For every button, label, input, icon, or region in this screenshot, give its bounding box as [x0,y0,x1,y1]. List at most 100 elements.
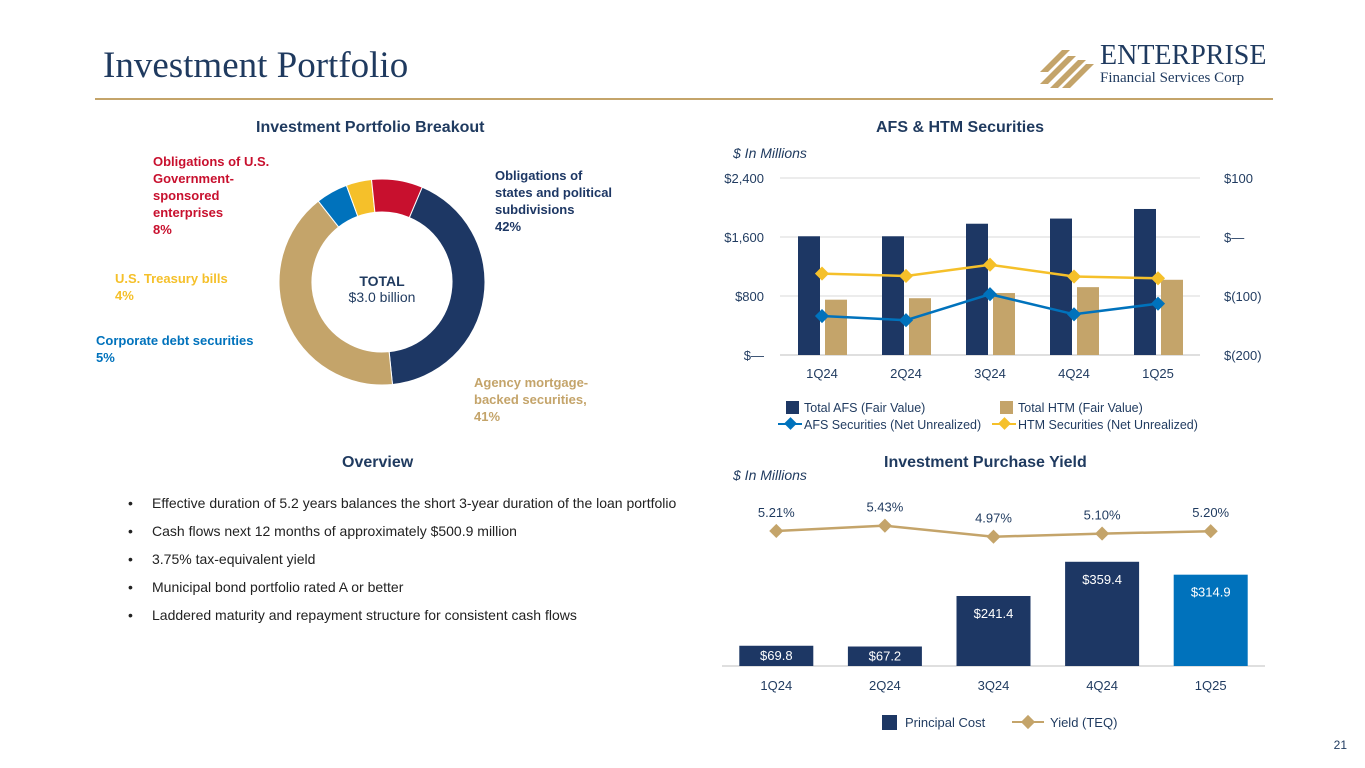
donut-slice [388,186,486,386]
yield-data-label: 5.10% [1084,508,1121,523]
principal-cost-bar [1065,561,1140,666]
overview-bullet: 3.75% tax-equivalent yield [118,550,678,569]
donut-slice [278,200,394,386]
htm-unrealized-point [898,268,914,284]
y-tick-label: $800 [735,289,764,304]
yield-point [986,529,1001,544]
y2-tick-label: $100 [1224,171,1253,186]
bar-data-label: $67.2 [869,649,902,664]
x-tick-label: 3Q24 [974,366,1006,381]
page-title: Investment Portfolio [103,45,409,86]
afs-unrealized-point [1150,296,1166,311]
label-gse-obligations: Obligations of U.S. Government- sponsore… [153,154,270,237]
afs-unrealized-point [1066,307,1082,322]
htm-bar [993,293,1015,355]
label-agency-mbs: Agency mortgage- backed securities, 41% [474,375,589,424]
yield-point [1095,526,1110,541]
purchase-yield-units: $ In Millions [733,467,807,483]
yield-point [1203,524,1218,539]
afs-unrealized-point [898,313,914,328]
y-tick-label: $— [744,348,764,363]
principal-cost-bar [1173,574,1248,666]
company-logo: ENTERPRISE Financial Services Corp [1040,40,1280,92]
htm-unrealized-point [814,266,830,281]
legend-label: Total HTM (Fair Value) [1018,401,1143,415]
htm-unrealized-point [982,257,998,272]
y2-tick-label: $(100) [1224,289,1262,304]
htm-bar [825,299,847,355]
htm-bar [909,298,931,355]
principal-cost-bar [956,595,1031,666]
legend-swatch-afs [786,401,799,414]
overview-bullet: Effective duration of 5.2 years balances… [118,494,678,513]
overview-title: Overview [342,454,414,471]
principal-cost-bar [847,646,922,666]
htm-unrealized-point [1150,271,1166,286]
x-tick-label: 1Q25 [1142,366,1174,381]
afs-bar [1134,208,1156,355]
legend-label: Yield (TEQ) [1050,715,1117,730]
bar-data-label: $241.4 [974,606,1014,621]
y-tick-label: $2,400 [724,171,764,186]
logo-text-line1: ENTERPRISE [1100,40,1267,71]
yield-point [877,518,892,533]
afs-bar [1050,218,1072,355]
y-tick-label: $1,600 [724,230,764,245]
x-tick-label: 2Q24 [890,366,922,381]
logo-mark-icon [1040,50,1094,88]
x-tick-label: 4Q24 [1058,366,1090,381]
afs-unrealized-point [982,287,998,302]
bar-data-label: $359.4 [1082,572,1122,587]
legend-marker-yield [1020,714,1036,730]
legend-label: HTM Securities (Net Unrealized) [1018,418,1198,432]
portfolio-donut-chart [278,178,486,386]
yield-data-label: 5.43% [866,500,903,515]
purchase-yield-chart: $69.8 1Q24 $67.2 2Q24 $241.4 3Q24 $359.4 4Q24 $3… [722,500,1265,730]
afs-bar [882,236,904,355]
donut-center-title: TOTAL [359,273,405,289]
label-obligations-states: Obligations of states and political subd… [495,168,613,234]
overview-bullet: Cash flows next 12 months of approximate… [118,522,678,541]
page-number: 21 [1333,738,1347,752]
overview-bullet: Laddered maturity and repayment structur… [118,606,678,625]
x-tick-label: 1Q24 [806,366,838,381]
yield-point [769,523,784,539]
legend-marker-afs [784,417,797,430]
y2-tick-label: $— [1224,230,1244,245]
htm-bar [1161,279,1183,355]
x-tick-label: 1Q24 [760,678,792,693]
bar-data-label: $314.9 [1191,585,1231,600]
y2-tick-label: $(200) [1224,348,1262,363]
htm-bar [1077,287,1099,355]
legend-swatch-htm [1000,401,1013,414]
legend-label: Total AFS (Fair Value) [804,401,925,415]
legend-label: Principal Cost [905,715,986,730]
afs-htm-title: AFS & HTM Securities [876,119,1045,136]
breakout-title: Investment Portfolio Breakout [256,119,485,136]
logo-text-line2: Financial Services Corp [1100,70,1245,86]
x-tick-label: 1Q25 [1195,678,1227,693]
x-tick-label: 4Q24 [1086,678,1118,693]
principal-cost-bar [739,645,814,666]
afs-bar [798,236,820,355]
x-tick-label: 2Q24 [869,678,901,693]
yield-data-label: 5.21% [758,505,795,520]
afs-htm-chart: $— $800 $1,600 $2,400 $(200) $(100) $— $100 1Q24… [724,171,1262,432]
afs-htm-units: $ In Millions [733,145,807,161]
donut-center-total: $3.0 billion [348,289,416,305]
title-divider [95,98,1273,100]
purchase-yield-title: Investment Purchase Yield [884,454,1087,471]
x-tick-label: 3Q24 [978,678,1010,693]
bar-data-label: $69.8 [760,648,793,663]
afs-bar [966,223,988,355]
yield-data-label: 5.20% [1192,505,1229,520]
label-treasury-bills: U.S. Treasury bills 4% [115,271,228,303]
legend-marker-htm [998,417,1011,430]
htm-unrealized-point [1066,269,1082,284]
legend-label: AFS Securities (Net Unrealized) [804,418,981,432]
donut-slice [370,178,423,219]
afs-unrealized-point [814,308,830,324]
overview-bullet: Municipal bond portfolio rated A or bett… [118,578,678,597]
label-corporate-debt: Corporate debt securities 5% [96,333,254,365]
legend-swatch-principal [882,715,897,730]
